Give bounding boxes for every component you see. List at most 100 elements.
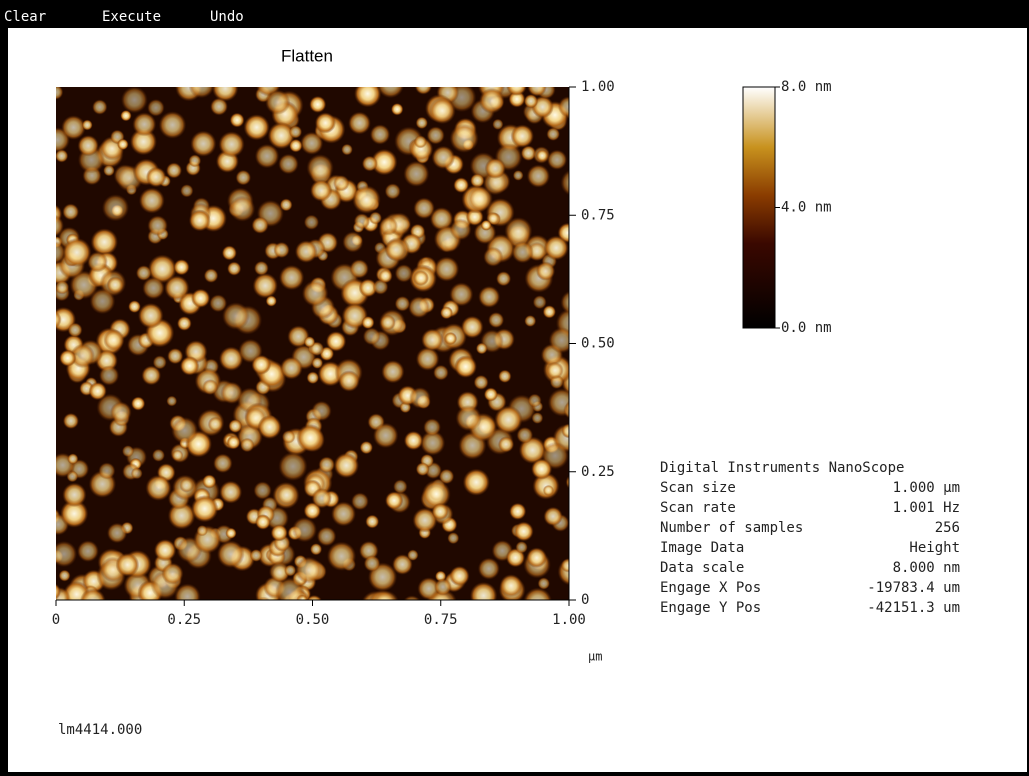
grain [385,491,403,509]
grain [258,415,282,439]
grain [154,539,176,561]
info-value: 256 [935,520,960,536]
grain [485,158,506,179]
grain [180,356,199,375]
grain [271,524,288,541]
grain [189,209,211,231]
grain [304,336,315,347]
menu-item[interactable]: Clear [4,9,46,25]
grain [312,488,332,508]
info-value: Height [909,540,960,556]
grain [333,175,349,191]
grain [166,162,182,178]
grain [478,286,500,308]
grain [219,481,242,504]
grain [309,96,326,113]
grain [403,161,429,187]
grain [385,183,401,199]
grain [449,282,473,306]
grain [284,564,296,576]
menu-item[interactable]: Execute [102,9,161,25]
grain [61,115,86,140]
grain [543,305,556,318]
grain [102,194,129,221]
grain [306,371,319,384]
grain [351,492,369,510]
grain [173,259,189,275]
grain [432,146,455,169]
grain [450,124,479,153]
y-tick-label: 0 [581,592,589,608]
grain [509,503,526,520]
grain [527,164,550,187]
grain [292,517,317,542]
menu-item[interactable]: Undo [210,9,244,25]
page: Clear Execute Undo Flatten µm Digital In… [0,0,1029,776]
grain [78,135,99,156]
grain [197,525,208,536]
grain [432,503,449,520]
grain [278,154,299,175]
grain [255,514,271,530]
grain [433,365,449,381]
grain [103,329,125,351]
grain [380,315,396,331]
info-label: Engage X Pos [660,580,761,596]
grain [172,450,184,462]
grain [439,469,454,484]
grain [395,296,411,312]
grain [98,462,115,479]
grain [289,139,303,153]
y-tick-label: 0.25 [581,464,615,480]
x-tick-label: 1.00 [552,612,586,628]
x-tick-label: 0.50 [296,612,330,628]
grain [131,467,143,479]
grain [533,295,547,309]
info-value: -19783.4 um [867,580,960,596]
grain [449,566,469,586]
grain [404,431,423,450]
grain [82,120,93,131]
grain [282,430,296,444]
grain [381,360,404,383]
grain [341,144,353,156]
grain [361,316,374,329]
grain [494,406,522,434]
grain [153,355,167,369]
grain [227,262,241,276]
grain [277,485,297,505]
grain [138,303,164,329]
grain [409,387,431,409]
grain [478,558,500,580]
grain [378,269,392,283]
grain [191,495,218,522]
axis-unit: µm [588,650,602,664]
grain [103,165,115,177]
grain [536,149,549,162]
grain [317,527,337,547]
grain [289,125,302,138]
grain [434,256,459,281]
grain [244,114,270,140]
grain [121,86,148,113]
grain [363,327,381,345]
grain [524,94,538,108]
colorbar-label: 8.0 nm [781,79,832,95]
grain [229,196,255,222]
grain [447,532,459,544]
grain [315,112,336,133]
grain [145,475,171,501]
grain [543,485,554,496]
grain [543,507,562,526]
grain [463,469,490,496]
grain [461,316,484,339]
image-title: Flatten [281,46,333,65]
grain [524,315,536,327]
grain [498,370,511,383]
grain [310,179,332,201]
grain [222,245,237,260]
grain [55,280,69,294]
grain [373,423,399,449]
grain [278,452,307,481]
grain [230,113,245,128]
